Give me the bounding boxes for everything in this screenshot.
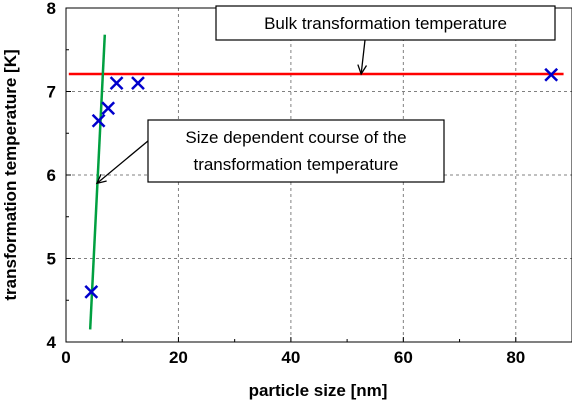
callout-text: Size dependent course of the bbox=[185, 128, 406, 147]
marker-stroke bbox=[101, 101, 116, 116]
callout-arrow-head bbox=[357, 64, 368, 76]
data-point-marker bbox=[91, 113, 106, 128]
annotations: Bulk transformation temperature Size depe… bbox=[95, 5, 556, 185]
y-tick-label: 7 bbox=[47, 83, 56, 102]
y-tick-label: 8 bbox=[47, 0, 56, 18]
y-tick-label: 5 bbox=[47, 250, 56, 269]
marker-stroke bbox=[84, 285, 99, 299]
data-point-marker bbox=[544, 67, 559, 82]
callout-1: Size dependent course of the transformati… bbox=[95, 119, 445, 185]
data-point-marker bbox=[109, 76, 124, 91]
y-tick-label: 4 bbox=[47, 333, 57, 352]
x-tick-label: 20 bbox=[169, 348, 188, 367]
x-axis-title: particle size [nm] bbox=[249, 381, 388, 400]
data-point-marker bbox=[101, 101, 116, 116]
data-point-marker bbox=[84, 285, 99, 299]
marker-stroke bbox=[91, 113, 106, 128]
marker-stroke bbox=[131, 76, 145, 91]
callout-box bbox=[215, 5, 556, 41]
axis-ticks: 0 20 40 60 80 4 5 6 7 8 bbox=[47, 0, 526, 367]
marker-stroke bbox=[109, 76, 124, 91]
data-point-marker bbox=[131, 76, 145, 91]
x-tick-label: 40 bbox=[281, 348, 300, 367]
callout-text: transformation temperature bbox=[193, 155, 398, 174]
callout-arrow-head bbox=[95, 173, 107, 185]
y-axis-title: transformation temperature [K] bbox=[1, 49, 20, 300]
x-tick-label: 0 bbox=[61, 348, 70, 367]
callout-arrow-line bbox=[360, 39, 366, 75]
callout-text: Bulk transformation temperature bbox=[264, 14, 507, 33]
x-tick-label: 60 bbox=[394, 348, 413, 367]
marker-stroke bbox=[544, 67, 559, 82]
x-tick-label: 80 bbox=[506, 348, 525, 367]
y-tick-label: 6 bbox=[47, 166, 56, 185]
callout-0: Bulk transformation temperature bbox=[215, 5, 556, 76]
callout-box bbox=[147, 119, 445, 183]
